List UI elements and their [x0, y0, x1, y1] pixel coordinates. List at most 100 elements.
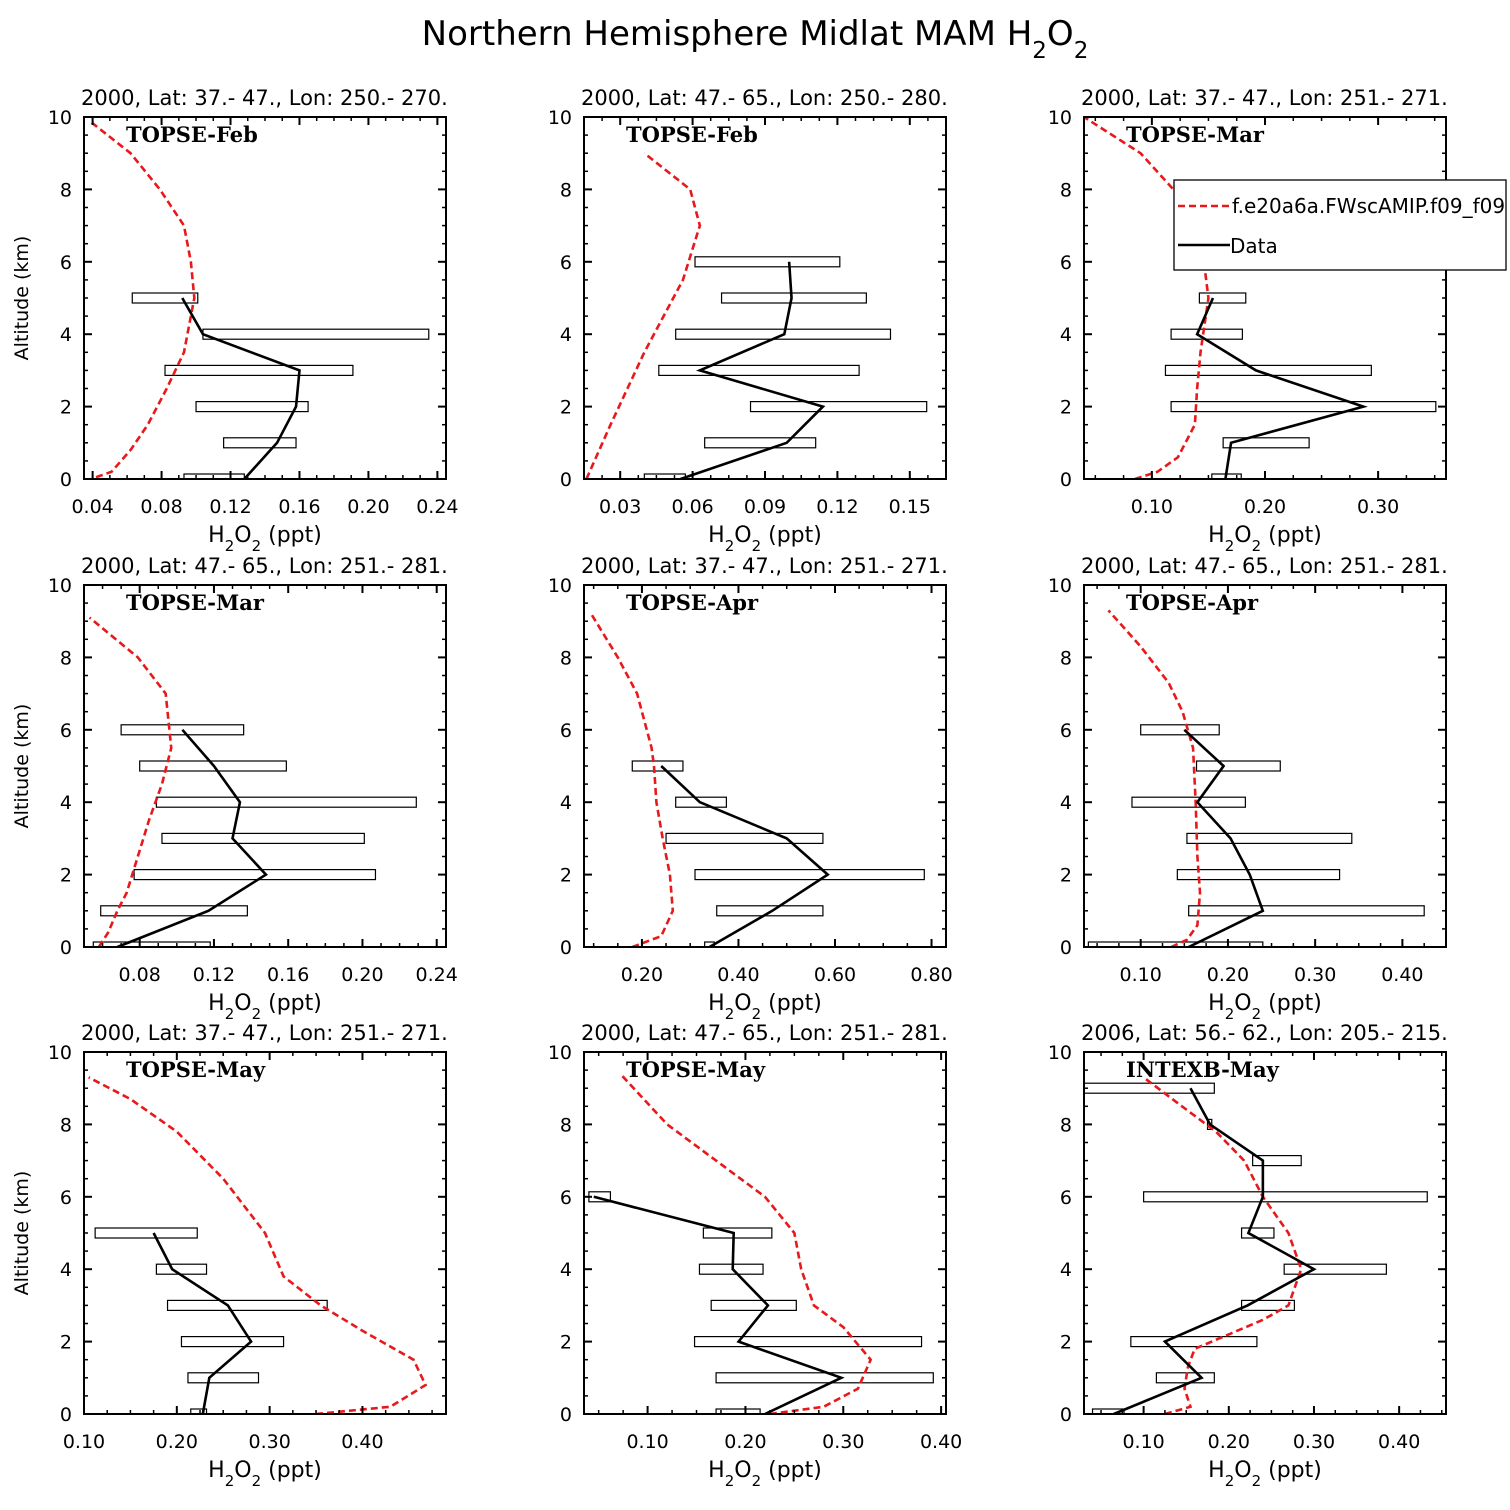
y-tick-label: 2: [1060, 865, 1072, 887]
range-bar: [92, 941, 211, 947]
panel-title: 2000, Lat: 47.- 65., Lon: 250.- 280.: [581, 86, 948, 110]
y-tick-label: 8: [1060, 179, 1072, 201]
y-tick-label: 6: [60, 720, 72, 742]
y-tick-label: 8: [60, 179, 72, 201]
plot-frame: [1083, 1051, 1447, 1415]
range-bar: [1131, 796, 1246, 808]
y-tick-label: 0: [560, 937, 572, 959]
y-tick-label: 0: [1060, 469, 1072, 491]
model-line: [1142, 1076, 1303, 1414]
campaign-label: TOPSE-Mar: [126, 590, 265, 615]
range-bar: [1188, 905, 1425, 917]
plot-frame: [583, 584, 947, 948]
range-bar: [155, 1263, 208, 1275]
range-bar: [1186, 832, 1353, 845]
range-bar: [1084, 1082, 1215, 1094]
range-bar: [1176, 868, 1341, 881]
range-bar: [133, 868, 377, 881]
y-tick-label: 10: [1048, 575, 1072, 597]
y-tick-label: 6: [1060, 1187, 1072, 1209]
legend: f.e20a6a.FWscAMIP.f09_f09 Data: [1173, 179, 1507, 271]
panel-title: 2000, Lat: 37.- 47., Lon: 251.- 271.: [81, 1021, 448, 1045]
y-tick-label: 0: [560, 469, 572, 491]
plot-frame: [583, 116, 947, 480]
y-tick-label: 6: [60, 1187, 72, 1209]
model-line: [88, 1076, 428, 1414]
range-bars: [1084, 1082, 1428, 1414]
model-line: [619, 1072, 873, 1414]
range-bar: [100, 905, 248, 917]
x-tick-label: 0.10: [1120, 964, 1162, 986]
plot-frame: [583, 1051, 947, 1415]
y-tick-label: 2: [60, 865, 72, 887]
chart-panel-8: 2000, Lat: 47.- 65., Lon: 251.- 281. TOPS…: [548, 1021, 962, 1490]
range-bar: [675, 328, 892, 340]
data-line: [1183, 728, 1265, 947]
x-tick-label: 0.16: [278, 496, 320, 518]
range-bar: [155, 796, 417, 808]
campaign-label: INTEXB-May: [1126, 1057, 1280, 1082]
y-tick-label: 0: [560, 1404, 572, 1426]
x-tick-label: 0.24: [416, 964, 458, 986]
y-tick-label: 10: [548, 575, 572, 597]
range-bar: [1198, 292, 1247, 304]
x-tick-label: 0.80: [910, 964, 952, 986]
x-tick-label: 0.20: [156, 1431, 198, 1453]
range-bar: [202, 328, 430, 340]
x-tick-label: 0.30: [1294, 964, 1336, 986]
x-tick-label: 0.40: [1378, 1431, 1420, 1453]
range-bars: [588, 1191, 934, 1414]
y-tick-label: 10: [548, 107, 572, 129]
range-bar: [131, 292, 199, 304]
x-axis-label: H2O2 (ppt): [208, 991, 322, 1023]
range-bar: [631, 760, 684, 772]
y-tick-label: 8: [560, 1114, 572, 1136]
data-line: [152, 1232, 253, 1414]
y-tick-label: 2: [1060, 397, 1072, 419]
range-bar: [223, 437, 297, 449]
x-tick-label: 0.24: [416, 496, 458, 518]
plot-frame: [1083, 116, 1447, 480]
plot-frame: [1083, 584, 1447, 948]
range-bar: [1170, 401, 1437, 413]
panel-title: 2000, Lat: 47.- 65., Lon: 251.- 281.: [81, 554, 448, 578]
x-tick-label: 0.20: [341, 964, 383, 986]
range-bar: [1252, 1154, 1302, 1167]
range-bar: [675, 796, 727, 808]
panel-title: 2000, Lat: 37.- 47., Lon: 250.- 270.: [81, 86, 448, 110]
x-tick-label: 0.12: [816, 496, 858, 518]
range-bar: [180, 1335, 285, 1348]
range-bar: [716, 905, 824, 917]
y-tick-label: 10: [1048, 107, 1072, 129]
range-bar: [702, 1227, 773, 1239]
y-tick-label: 8: [1060, 1114, 1072, 1136]
range-bars: [1087, 724, 1425, 947]
range-bar: [187, 1372, 260, 1384]
y-tick-label: 10: [48, 1042, 72, 1064]
x-tick-label: 0.20: [724, 1431, 766, 1453]
range-bar: [120, 724, 245, 736]
range-bar: [166, 1299, 328, 1312]
range-bar: [749, 401, 928, 413]
x-tick-label: 0.20: [621, 964, 663, 986]
figure-title: Northern Hemisphere Midlat MAM H2O2: [422, 14, 1089, 64]
x-axis-label: H2O2 (ppt): [708, 523, 822, 555]
model-line: [1107, 609, 1202, 947]
y-axis-label: Altitude (km): [11, 236, 33, 361]
y-tick-label: 4: [1060, 324, 1072, 346]
range-bar: [715, 1372, 934, 1384]
y-tick-label: 2: [60, 1332, 72, 1354]
range-bar: [1130, 1335, 1258, 1348]
x-tick-label: 0.30: [1357, 496, 1399, 518]
model-line: [1084, 117, 1210, 479]
y-tick-label: 6: [560, 1187, 572, 1209]
campaign-label: TOPSE-Mar: [1126, 122, 1265, 147]
range-bar: [1087, 941, 1264, 947]
range-bar: [1143, 1191, 1428, 1203]
range-bars: [131, 292, 430, 479]
data-line: [593, 1195, 845, 1414]
x-tick-label: 0.30: [822, 1431, 864, 1453]
x-tick-label: 0.06: [671, 496, 713, 518]
range-bar: [1240, 1299, 1295, 1312]
campaign-label: TOPSE-Apr: [626, 590, 759, 615]
